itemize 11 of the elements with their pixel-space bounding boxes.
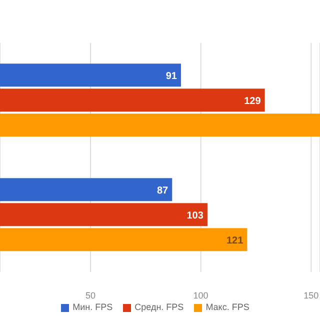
legend-label: Макс. FPS bbox=[206, 302, 250, 312]
x-tick-label: 50 bbox=[85, 290, 96, 300]
data-label: 91 bbox=[166, 71, 178, 82]
x-tick-label: 150 bbox=[304, 290, 319, 300]
data-label: 129 bbox=[244, 96, 262, 108]
legend-label: Мин. FPS bbox=[72, 302, 113, 312]
legend-label: Средн. FPS bbox=[134, 302, 184, 312]
data-label: 87 bbox=[157, 186, 169, 197]
data-label: 103 bbox=[186, 210, 204, 222]
data-label: 121 bbox=[226, 236, 244, 247]
x-tick-label: 100 bbox=[193, 290, 208, 300]
